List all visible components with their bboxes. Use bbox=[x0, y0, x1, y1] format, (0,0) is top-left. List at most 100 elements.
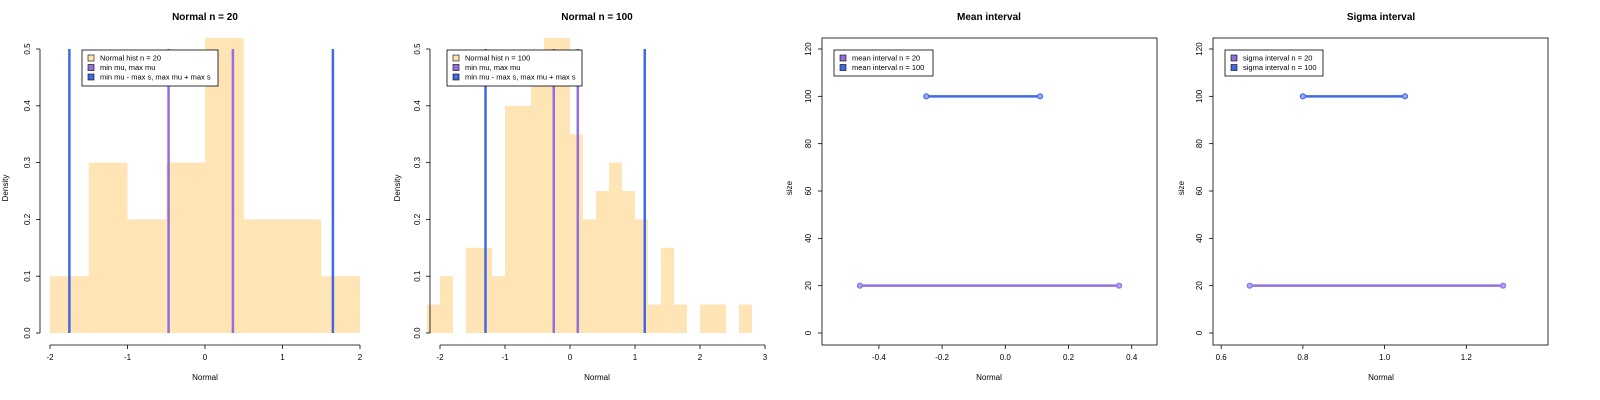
histogram-bar bbox=[570, 134, 583, 333]
legend-swatch bbox=[452, 64, 460, 71]
x-axis-label: Normal bbox=[1368, 373, 1394, 382]
legend-label: sigma interval n = 100 bbox=[1243, 63, 1317, 72]
legend-label: min mu, max mu bbox=[100, 63, 155, 72]
x-tick-label: -1 bbox=[124, 353, 132, 362]
histogram-bar bbox=[609, 162, 622, 333]
legend-swatch bbox=[87, 64, 95, 71]
x-tick-label: 1 bbox=[633, 353, 638, 362]
y-axis-label: size bbox=[1177, 180, 1186, 195]
histogram-bar bbox=[505, 105, 531, 333]
y-tick-label: 120 bbox=[804, 42, 813, 56]
legend-swatch bbox=[839, 54, 847, 62]
x-tick-label: 0.6 bbox=[1216, 353, 1228, 362]
y-tick-label: 20 bbox=[804, 281, 813, 290]
histogram-bar bbox=[635, 219, 648, 333]
histogram-bar bbox=[427, 304, 440, 333]
legend-swatch bbox=[1230, 54, 1238, 62]
y-tick-label: 100 bbox=[1195, 89, 1204, 103]
histogram-bar bbox=[466, 247, 479, 333]
chart-title: Mean interval bbox=[957, 12, 1021, 23]
y-tick-label: 0.5 bbox=[23, 43, 32, 55]
histogram-bar bbox=[205, 38, 244, 333]
histogram-bar bbox=[531, 77, 544, 334]
interval-endpoint bbox=[1036, 93, 1044, 100]
x-tick-label: 0 bbox=[203, 353, 208, 362]
plot-frame bbox=[1212, 37, 1549, 346]
y-tick-label: 60 bbox=[1195, 186, 1204, 195]
y-tick-label: 0.1 bbox=[413, 270, 422, 282]
histogram-bar bbox=[440, 276, 453, 333]
histogram-bar bbox=[648, 304, 661, 333]
y-tick-label: 0 bbox=[804, 330, 813, 335]
chart-title: Sigma interval bbox=[1347, 12, 1416, 23]
y-tick-label: 0.4 bbox=[413, 100, 422, 112]
legend-label: min mu, max mu bbox=[465, 63, 520, 72]
y-axis-label: Density bbox=[393, 175, 402, 202]
interval-endpoint bbox=[856, 282, 864, 289]
chart-title: Normal n = 20 bbox=[172, 12, 238, 23]
y-axis-label: Density bbox=[1, 175, 10, 202]
y-tick-label: 0 bbox=[1195, 330, 1204, 335]
y-tick-label: 0.3 bbox=[23, 156, 32, 168]
y-tick-label: 40 bbox=[1195, 233, 1204, 242]
interval-endpoint bbox=[1115, 282, 1123, 289]
x-tick-label: -2 bbox=[436, 353, 444, 362]
x-tick-label: 0.0 bbox=[1000, 353, 1012, 362]
y-tick-label: 0.4 bbox=[23, 100, 32, 112]
histogram-bar bbox=[166, 162, 205, 333]
histogram-bar bbox=[492, 276, 505, 333]
y-tick-label: 60 bbox=[804, 186, 813, 195]
x-tick-label: -2 bbox=[46, 353, 54, 362]
histogram-bar bbox=[243, 219, 322, 333]
legend-swatch bbox=[839, 64, 847, 71]
legend-box bbox=[1224, 49, 1324, 77]
legend-label: mean interval n = 20 bbox=[852, 54, 920, 63]
legend-label: min mu - max s, max mu + max s bbox=[100, 73, 211, 82]
x-tick-label: 3 bbox=[763, 353, 768, 362]
x-axis-label: Normal bbox=[192, 373, 218, 382]
y-tick-label: 20 bbox=[1195, 281, 1204, 290]
legend-box bbox=[81, 49, 219, 87]
legend-label: min mu - max s, max mu + max s bbox=[465, 73, 576, 82]
x-tick-label: 0 bbox=[568, 353, 573, 362]
y-tick-label: 0.0 bbox=[23, 327, 32, 339]
x-tick-label: 2 bbox=[358, 353, 363, 362]
y-tick-label: 100 bbox=[804, 89, 813, 103]
x-tick-label: -0.4 bbox=[872, 353, 886, 362]
x-tick-label: 0.4 bbox=[1126, 353, 1138, 362]
interval-endpoint bbox=[1246, 282, 1253, 289]
y-tick-label: 0.0 bbox=[413, 327, 422, 339]
x-tick-label: 2 bbox=[698, 353, 703, 362]
histogram-bar bbox=[321, 276, 360, 333]
y-tick-label: 40 bbox=[804, 233, 813, 242]
x-tick-label: 0.8 bbox=[1297, 353, 1309, 362]
y-tick-label: 0.2 bbox=[23, 213, 32, 225]
histogram-bar bbox=[661, 247, 674, 333]
x-axis-label: Normal bbox=[976, 373, 1002, 382]
x-tick-label: -1 bbox=[501, 353, 509, 362]
interval-endpoint bbox=[1401, 93, 1409, 100]
histogram-bar bbox=[674, 304, 687, 333]
x-tick-label: 1.2 bbox=[1461, 353, 1473, 362]
x-tick-label: 0.2 bbox=[1063, 353, 1075, 362]
histogram-bar bbox=[583, 219, 596, 333]
legend-swatch bbox=[452, 54, 460, 62]
legend-label: Normal hist n = 20 bbox=[100, 54, 161, 63]
legend-box bbox=[446, 49, 583, 87]
y-tick-label: 0.1 bbox=[23, 270, 32, 282]
x-axis-label: Normal bbox=[584, 373, 610, 382]
y-tick-label: 0.5 bbox=[413, 43, 422, 55]
y-tick-label: 80 bbox=[804, 139, 813, 148]
legend-swatch bbox=[1230, 64, 1238, 71]
histogram-bar bbox=[88, 162, 128, 333]
y-axis-label: size bbox=[785, 180, 794, 195]
legend-label: Normal hist n = 100 bbox=[465, 54, 530, 63]
interval-endpoint bbox=[923, 93, 930, 100]
interval-endpoint bbox=[1299, 93, 1306, 100]
y-tick-label: 120 bbox=[1195, 42, 1204, 56]
legend-swatch bbox=[452, 73, 460, 81]
y-tick-label: 0.2 bbox=[413, 213, 422, 225]
histogram-bar bbox=[127, 219, 167, 333]
